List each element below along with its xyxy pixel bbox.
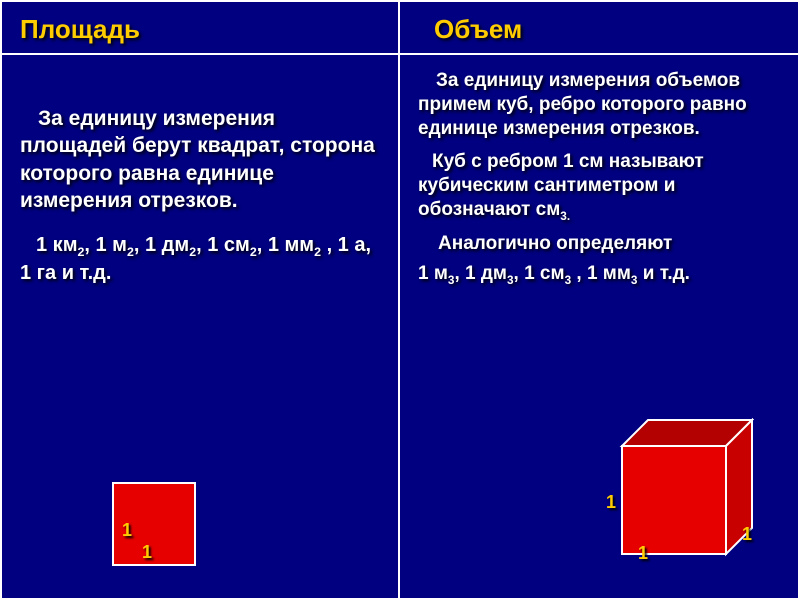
- right-paragraph-4: 1 м3, 1 дм3, 1 см3 , 1 мм3 и т.д.: [418, 262, 780, 289]
- cube-svg: [594, 418, 754, 568]
- left-title: Площадь: [20, 14, 398, 45]
- unit-cube-figure: 1 1 1: [594, 418, 754, 568]
- cube-front-face: [622, 446, 726, 554]
- right-paragraph-1: За единицу измерения объемов примем куб,…: [418, 69, 780, 140]
- unit-square-figure: 1 1: [112, 482, 196, 566]
- right-column: Объем За единицу измерения объемов приме…: [400, 2, 798, 598]
- square-label-bottom: 1: [142, 542, 152, 563]
- left-column: Площадь За единицу измерения площадей бе…: [2, 2, 400, 598]
- square-label-left: 1: [122, 520, 132, 541]
- right-paragraph-2: Куб с ребром 1 см называют кубическим са…: [418, 150, 780, 224]
- left-header: Площадь: [2, 2, 398, 55]
- slide-container: Площадь За единицу измерения площадей бе…: [0, 0, 800, 600]
- cube-label-left: 1: [606, 492, 616, 513]
- left-paragraph-2: 1 км2, 1 м2, 1 дм2, 1 см2, 1 мм2 , 1 а, …: [20, 232, 380, 286]
- right-header: Объем: [400, 2, 798, 55]
- right-title: Объем: [418, 14, 798, 45]
- right-paragraph-3: Аналогично определяют: [418, 232, 780, 256]
- left-paragraph-1: За единицу измерения площадей берут квад…: [20, 105, 380, 214]
- cube-label-right: 1: [742, 524, 752, 545]
- cube-label-bottom: 1: [638, 543, 648, 564]
